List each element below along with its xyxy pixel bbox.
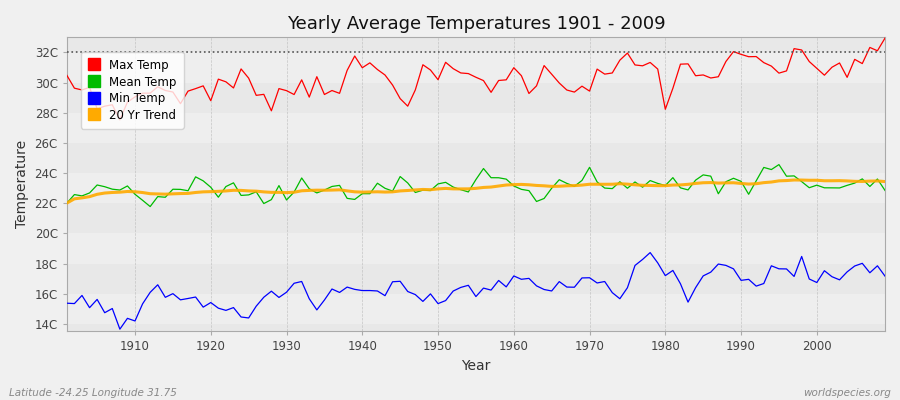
Text: worldspecies.org: worldspecies.org <box>803 388 891 398</box>
Legend: Max Temp, Mean Temp, Min Temp, 20 Yr Trend: Max Temp, Mean Temp, Min Temp, 20 Yr Tre… <box>81 52 184 129</box>
Text: Latitude -24.25 Longitude 31.75: Latitude -24.25 Longitude 31.75 <box>9 388 177 398</box>
Bar <box>67 173 885 203</box>
X-axis label: Year: Year <box>461 359 491 373</box>
Bar <box>67 113 885 143</box>
Title: Yearly Average Temperatures 1901 - 2009: Yearly Average Temperatures 1901 - 2009 <box>286 15 665 33</box>
Bar <box>67 52 885 82</box>
Bar <box>67 233 885 264</box>
Bar <box>67 294 885 324</box>
Y-axis label: Temperature: Temperature <box>15 140 29 228</box>
